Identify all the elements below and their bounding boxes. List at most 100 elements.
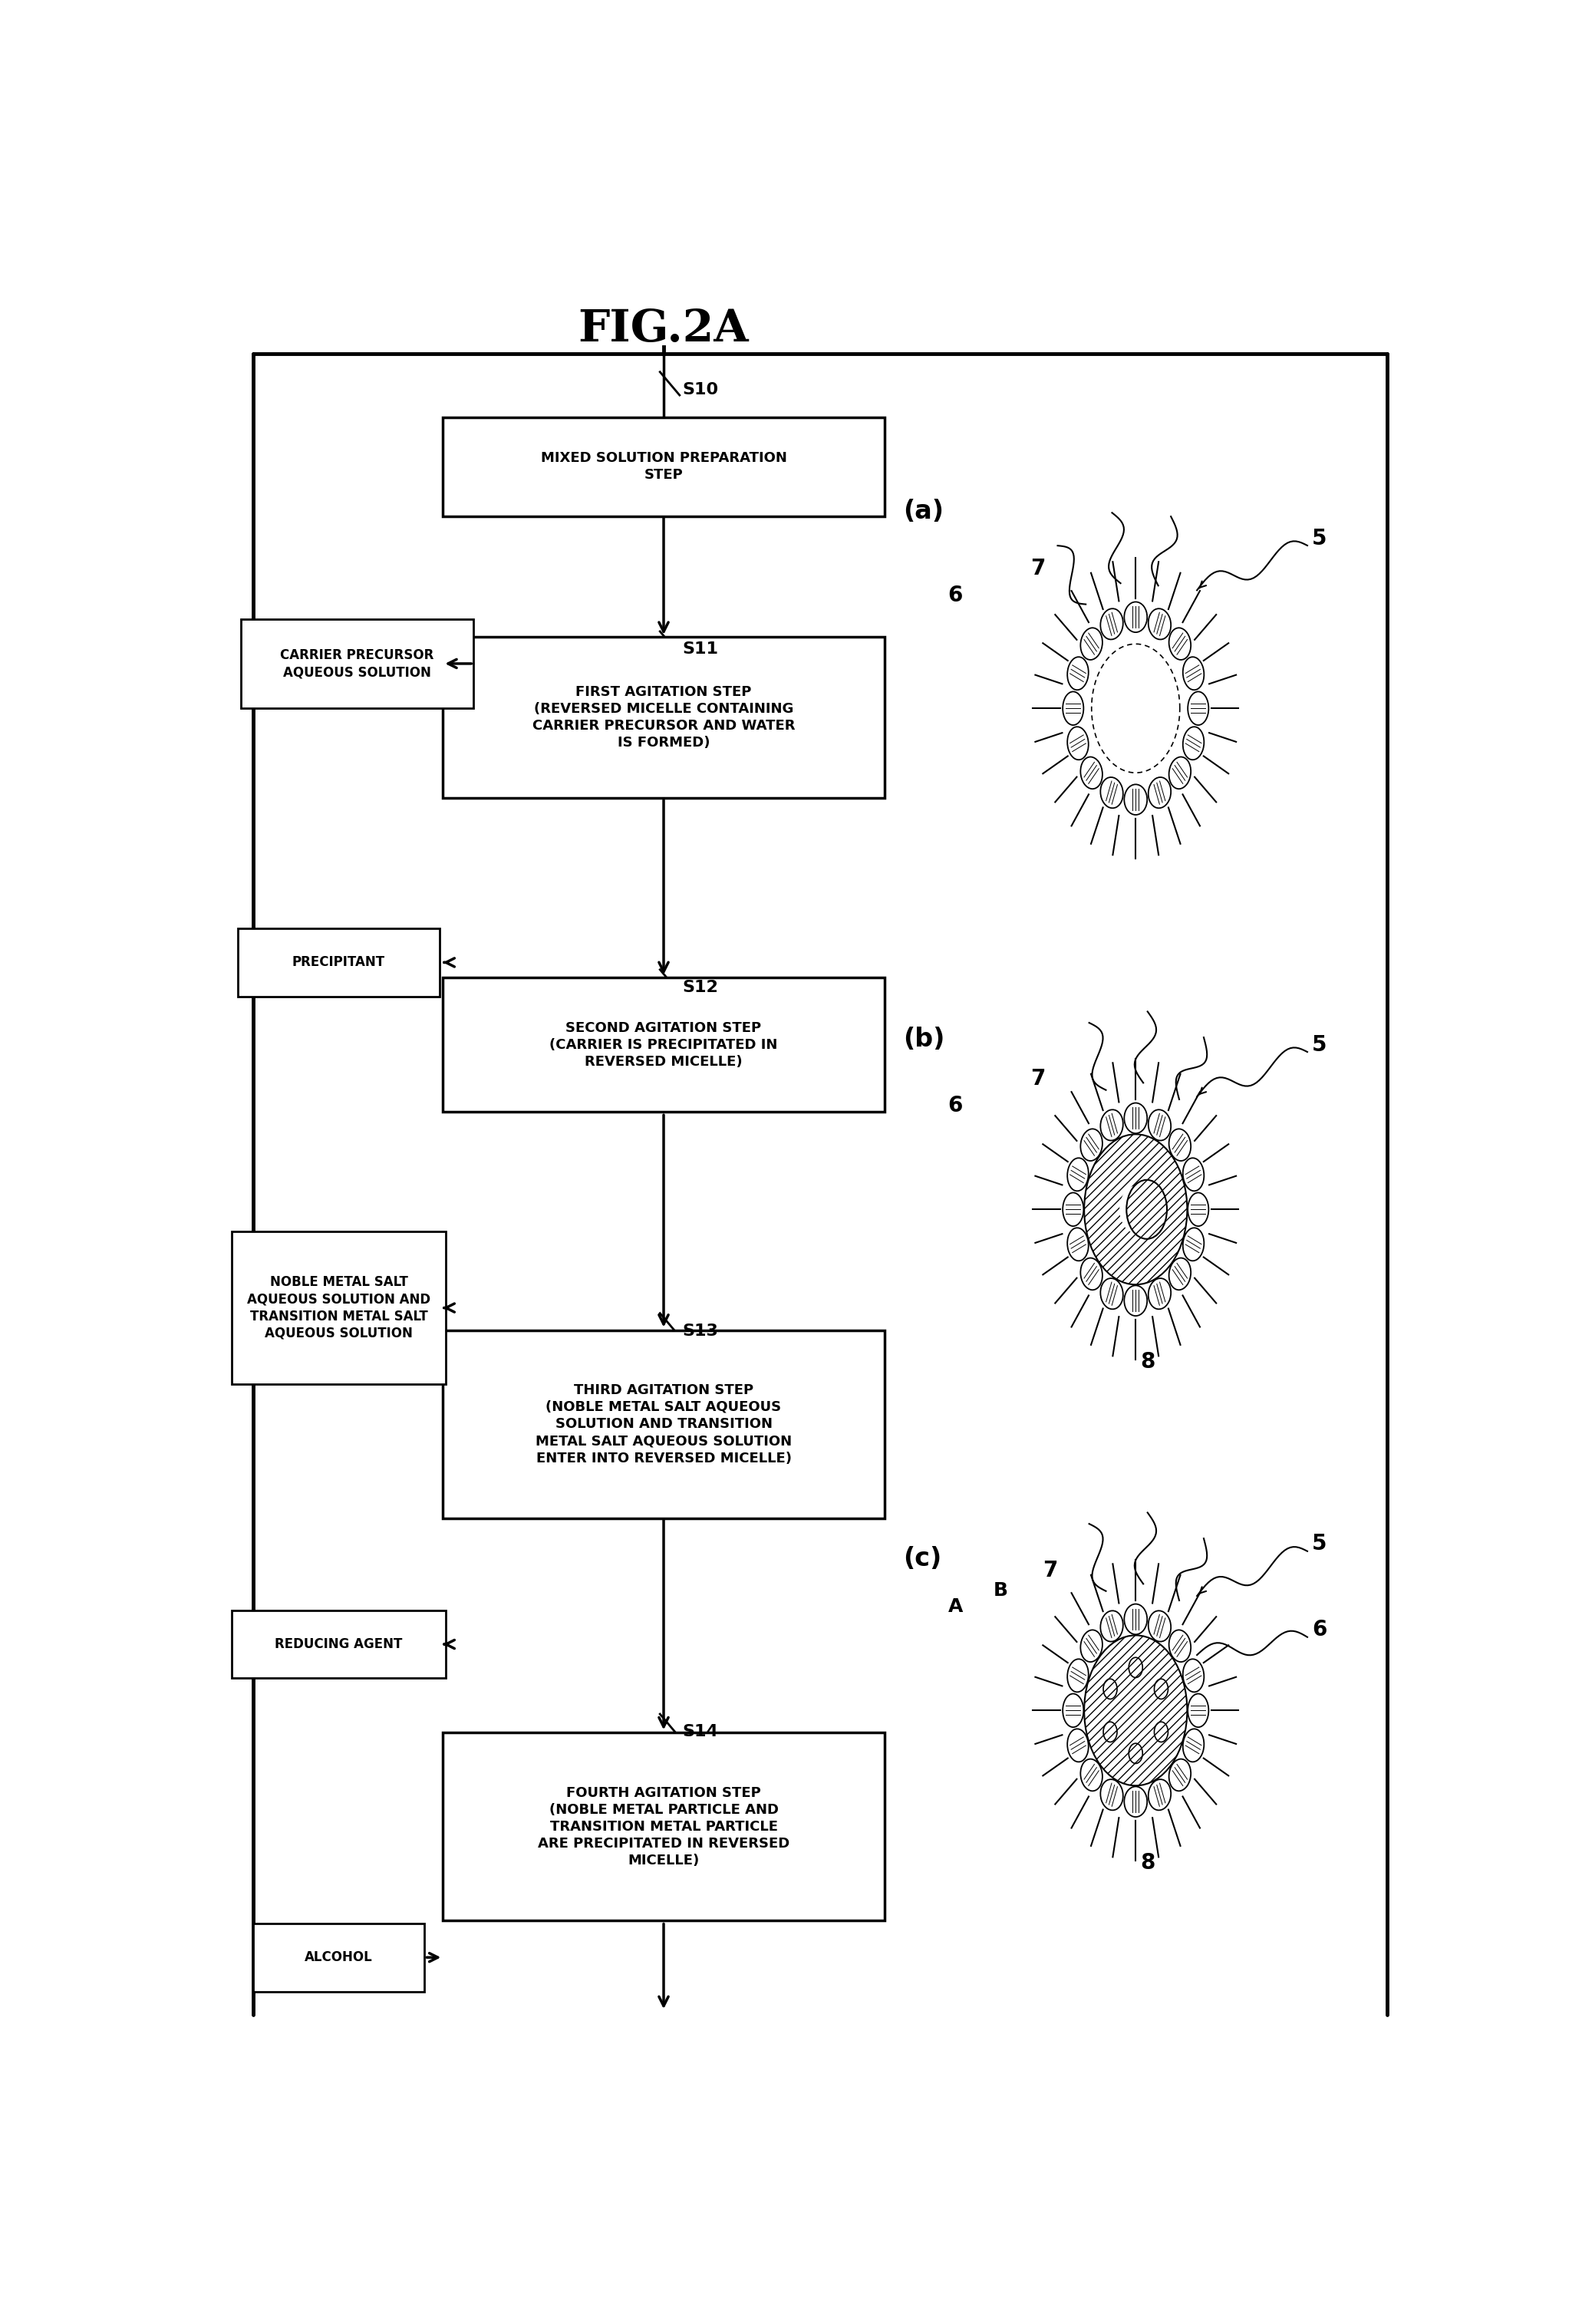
Ellipse shape: [1063, 1192, 1084, 1227]
Text: S14: S14: [682, 1724, 718, 1741]
Ellipse shape: [1130, 1657, 1142, 1678]
Bar: [443, 1329, 884, 1518]
Ellipse shape: [1169, 1759, 1191, 1792]
Ellipse shape: [1155, 1722, 1168, 1743]
Ellipse shape: [1188, 1192, 1209, 1227]
Ellipse shape: [1063, 1694, 1084, 1727]
Ellipse shape: [1169, 1629, 1191, 1662]
Text: MIXED SOLUTION PREPARATION
STEP: MIXED SOLUTION PREPARATION STEP: [541, 451, 786, 481]
Bar: [240, 618, 473, 709]
Ellipse shape: [1169, 758, 1191, 788]
Text: 5: 5: [1311, 1034, 1327, 1055]
Ellipse shape: [1081, 758, 1103, 788]
Ellipse shape: [1149, 1611, 1171, 1641]
Text: S13: S13: [682, 1322, 718, 1339]
Ellipse shape: [1188, 1694, 1209, 1727]
Ellipse shape: [1183, 658, 1204, 690]
Text: NOBLE METAL SALT
AQUEOUS SOLUTION AND
TRANSITION METAL SALT
AQUEOUS SOLUTION: NOBLE METAL SALT AQUEOUS SOLUTION AND TR…: [247, 1276, 430, 1341]
Text: CARRIER PRECURSOR
AQUEOUS SOLUTION: CARRIER PRECURSOR AQUEOUS SOLUTION: [280, 648, 433, 679]
Text: A: A: [948, 1597, 963, 1615]
Text: 7: 7: [1030, 558, 1046, 579]
Text: FOURTH AGITATION STEP
(NOBLE METAL PARTICLE AND
TRANSITION METAL PARTICLE
ARE PR: FOURTH AGITATION STEP (NOBLE METAL PARTI…: [538, 1785, 789, 1868]
Text: 8: 8: [1141, 1350, 1155, 1371]
Ellipse shape: [1084, 1636, 1186, 1785]
Ellipse shape: [1068, 1227, 1088, 1262]
Text: 5: 5: [1311, 1534, 1327, 1555]
Text: 7: 7: [1043, 1559, 1057, 1583]
Ellipse shape: [1149, 1109, 1171, 1141]
Text: THIRD AGITATION STEP
(NOBLE METAL SALT AQUEOUS
SOLUTION AND TRANSITION
METAL SAL: THIRD AGITATION STEP (NOBLE METAL SALT A…: [535, 1383, 793, 1464]
Ellipse shape: [1120, 1185, 1152, 1234]
Ellipse shape: [1149, 1278, 1171, 1308]
Ellipse shape: [1103, 1678, 1117, 1699]
Text: 6: 6: [1311, 1620, 1327, 1641]
Text: (a): (a): [903, 500, 943, 525]
Ellipse shape: [1155, 1678, 1168, 1699]
Ellipse shape: [1068, 1659, 1088, 1692]
Text: S12: S12: [682, 981, 718, 995]
Ellipse shape: [1183, 1729, 1204, 1762]
Ellipse shape: [1101, 1109, 1123, 1141]
Text: ALCOHOL: ALCOHOL: [305, 1950, 373, 1964]
Ellipse shape: [1183, 727, 1204, 760]
Ellipse shape: [1126, 1181, 1168, 1239]
Text: (b): (b): [903, 1027, 944, 1053]
Ellipse shape: [1169, 1129, 1191, 1162]
Bar: [443, 978, 884, 1111]
Ellipse shape: [1125, 1787, 1147, 1817]
Text: 5: 5: [1311, 528, 1327, 548]
Ellipse shape: [1081, 1129, 1103, 1162]
Ellipse shape: [1125, 602, 1147, 632]
Ellipse shape: [1101, 609, 1123, 639]
Ellipse shape: [1068, 658, 1088, 690]
Bar: [231, 1611, 446, 1678]
Ellipse shape: [1183, 1157, 1204, 1190]
Ellipse shape: [1081, 627, 1103, 660]
Ellipse shape: [1125, 1104, 1147, 1134]
Ellipse shape: [1101, 1780, 1123, 1810]
Ellipse shape: [1081, 1759, 1103, 1792]
Ellipse shape: [1101, 1278, 1123, 1308]
Text: REDUCING AGENT: REDUCING AGENT: [275, 1638, 402, 1650]
Ellipse shape: [1101, 1611, 1123, 1641]
Ellipse shape: [1149, 1780, 1171, 1810]
Ellipse shape: [1169, 1257, 1191, 1290]
Ellipse shape: [1068, 1157, 1088, 1190]
Ellipse shape: [1130, 1743, 1142, 1764]
Ellipse shape: [1149, 609, 1171, 639]
Ellipse shape: [1125, 1604, 1147, 1634]
Text: (c): (c): [903, 1545, 941, 1571]
Ellipse shape: [1068, 727, 1088, 760]
Ellipse shape: [1081, 1629, 1103, 1662]
Text: 6: 6: [948, 1095, 963, 1116]
Text: B: B: [993, 1580, 1008, 1599]
Text: 6: 6: [948, 586, 963, 607]
Ellipse shape: [1169, 627, 1191, 660]
Bar: [237, 930, 440, 997]
Ellipse shape: [1103, 1722, 1117, 1743]
Text: S11: S11: [682, 641, 718, 658]
Bar: [443, 418, 884, 516]
Text: PRECIPITANT: PRECIPITANT: [293, 955, 384, 969]
Text: FIRST AGITATION STEP
(REVERSED MICELLE CONTAINING
CARRIER PRECURSOR AND WATER
IS: FIRST AGITATION STEP (REVERSED MICELLE C…: [532, 686, 796, 751]
Text: 8: 8: [1141, 1852, 1155, 1873]
Text: FIG.2A: FIG.2A: [579, 307, 748, 351]
Ellipse shape: [1183, 1227, 1204, 1262]
Ellipse shape: [1149, 776, 1171, 809]
Bar: [443, 1734, 884, 1920]
Ellipse shape: [1125, 786, 1147, 816]
Text: 7: 7: [1030, 1069, 1046, 1090]
Ellipse shape: [1084, 1134, 1186, 1285]
Bar: [253, 1924, 424, 1992]
Ellipse shape: [1101, 776, 1123, 809]
Ellipse shape: [1183, 1659, 1204, 1692]
Ellipse shape: [1081, 1257, 1103, 1290]
Bar: [443, 637, 884, 797]
Text: S10: S10: [682, 381, 718, 397]
Ellipse shape: [1063, 693, 1084, 725]
Bar: [231, 1232, 446, 1383]
Ellipse shape: [1068, 1729, 1088, 1762]
Text: SECOND AGITATION STEP
(CARRIER IS PRECIPITATED IN
REVERSED MICELLE): SECOND AGITATION STEP (CARRIER IS PRECIP…: [549, 1020, 778, 1069]
Ellipse shape: [1125, 1285, 1147, 1315]
Ellipse shape: [1188, 693, 1209, 725]
